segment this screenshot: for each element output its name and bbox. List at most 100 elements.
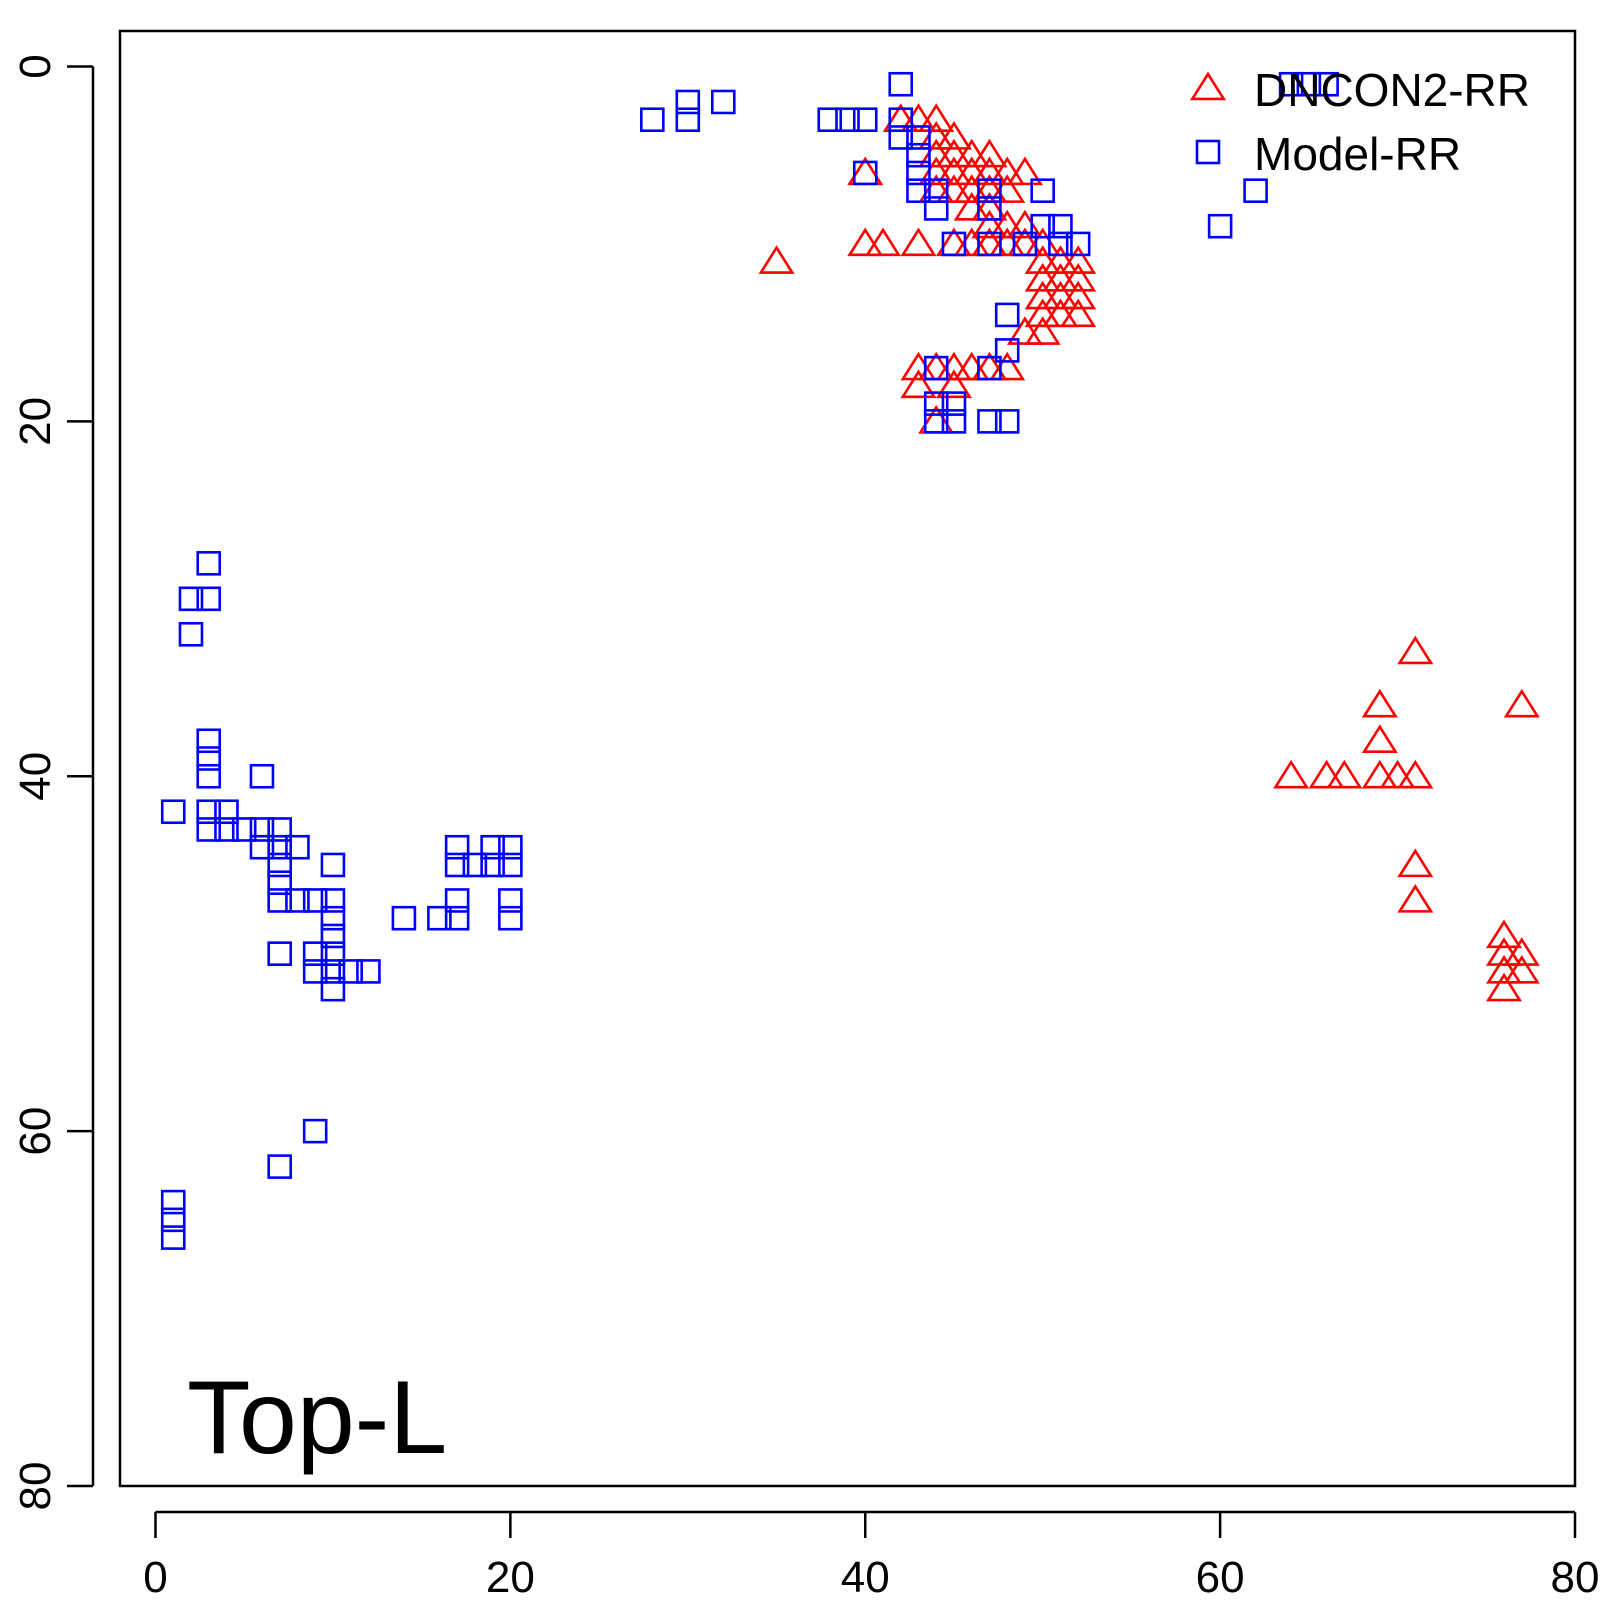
square-point xyxy=(888,107,914,133)
triangle-point xyxy=(1042,262,1079,292)
square-point xyxy=(231,817,257,842)
square-point xyxy=(906,178,931,203)
plot-frame xyxy=(118,29,1577,1488)
triangle-point xyxy=(1397,759,1434,789)
square-point xyxy=(977,178,1002,203)
square-point xyxy=(1207,213,1233,239)
triangle-point xyxy=(1397,884,1434,913)
square-point xyxy=(1048,213,1073,239)
triangle-point xyxy=(971,138,1008,168)
square-point xyxy=(498,888,523,913)
square-point xyxy=(302,888,328,913)
square-point xyxy=(320,852,346,878)
square-point xyxy=(178,586,204,612)
legend: DNCON2-RR Model-RR xyxy=(1189,64,1530,180)
triangle-point xyxy=(953,156,990,186)
square-point xyxy=(196,551,222,576)
y-tick-label: 40 xyxy=(11,752,60,801)
square-point xyxy=(320,888,346,913)
square-point xyxy=(196,763,222,789)
square-point xyxy=(249,763,275,789)
square-point xyxy=(923,391,949,416)
square-point xyxy=(249,834,275,860)
square-point xyxy=(267,1154,292,1179)
triangle-point xyxy=(1485,937,1523,966)
square-point xyxy=(267,941,292,966)
square-point xyxy=(941,409,967,434)
square-point xyxy=(498,852,523,878)
triangle-point xyxy=(971,156,1008,186)
triangle-point xyxy=(900,369,937,399)
square-point xyxy=(267,817,292,842)
square-point xyxy=(923,409,949,434)
square-point xyxy=(675,89,701,115)
square-point xyxy=(320,941,346,966)
triangle-point xyxy=(1485,972,1523,1002)
square-point xyxy=(1065,231,1091,257)
triangle-point xyxy=(1042,280,1079,310)
square-point xyxy=(1314,71,1339,97)
x-tick-label: 20 xyxy=(486,1553,535,1600)
triangle-point xyxy=(1006,156,1043,186)
square-point xyxy=(480,852,505,878)
square-point xyxy=(196,728,222,754)
triangle-point xyxy=(1397,635,1434,665)
square-point xyxy=(1296,71,1322,97)
square-point xyxy=(906,142,931,168)
triangle-point xyxy=(1361,724,1398,753)
square-point xyxy=(941,231,967,257)
y-tick-label: 60 xyxy=(11,1107,60,1156)
legend-marker xyxy=(1195,139,1221,165)
triangle-point xyxy=(935,156,972,186)
square-point xyxy=(1030,213,1055,239)
triangle-point xyxy=(1042,298,1079,328)
square-point xyxy=(320,905,346,931)
triangle-point xyxy=(1060,298,1097,328)
series-0 xyxy=(758,103,1540,1002)
square-point xyxy=(444,834,470,860)
square-point xyxy=(302,941,328,966)
triangle-point xyxy=(758,245,795,274)
series-1 xyxy=(160,71,1339,1250)
square-point xyxy=(923,355,949,381)
square-point xyxy=(320,976,346,1002)
square-point xyxy=(302,1118,328,1144)
x-tick-label: 40 xyxy=(841,1553,890,1600)
square-point xyxy=(160,799,186,825)
x-tick-label: 80 xyxy=(1551,1553,1600,1600)
square-point xyxy=(977,231,1002,257)
triangle-point xyxy=(1042,245,1079,274)
y-tick-label: 80 xyxy=(11,1462,60,1511)
square-point xyxy=(994,409,1020,434)
square-point xyxy=(977,196,1002,221)
x-tick-label: 0 xyxy=(143,1553,167,1600)
square-point xyxy=(923,178,949,203)
triangle-point xyxy=(989,156,1026,186)
triangle-point xyxy=(1397,848,1434,878)
square-point xyxy=(480,834,505,860)
square-point xyxy=(710,89,736,115)
triangle-point xyxy=(1024,316,1061,345)
triangle-point xyxy=(989,209,1026,239)
triangle-point xyxy=(1060,280,1097,310)
legend-label: DNCON2-RR xyxy=(1254,64,1530,116)
square-point xyxy=(320,959,346,984)
square-point xyxy=(285,834,310,860)
square-point xyxy=(1243,178,1268,203)
triangle-point xyxy=(971,209,1008,239)
square-point xyxy=(462,852,488,878)
triangle-point xyxy=(1024,280,1061,310)
square-point xyxy=(852,160,878,186)
square-point xyxy=(267,870,292,896)
triangle-point xyxy=(953,138,990,168)
triangle-point xyxy=(1503,937,1540,966)
triangle-point xyxy=(1485,954,1523,984)
square-point xyxy=(817,107,843,133)
triangle-point xyxy=(1273,759,1310,789)
square-point xyxy=(356,959,381,984)
triangle-point xyxy=(1060,262,1097,292)
triangle-point xyxy=(935,138,972,168)
square-point xyxy=(640,107,665,133)
triangle-point xyxy=(1379,759,1416,789)
triangle-point xyxy=(864,227,902,257)
